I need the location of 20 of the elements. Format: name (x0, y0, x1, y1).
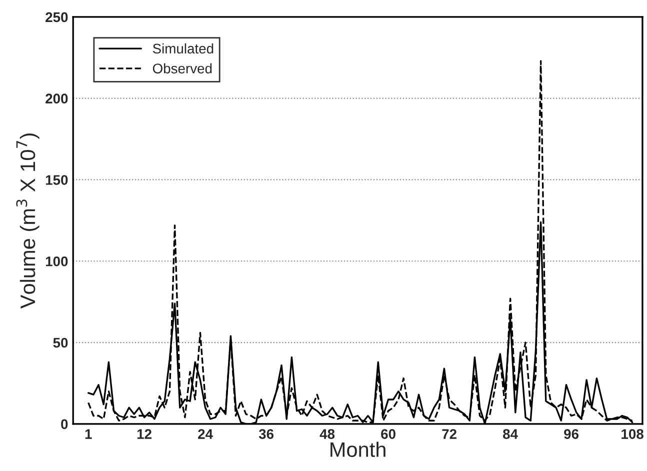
y-tick-label: 100 (46, 256, 68, 266)
y-tick-label: 50 (53, 338, 68, 348)
x-tick-label: 1 (85, 429, 92, 439)
x-tick-label: 12 (137, 429, 152, 439)
x-tick-label: 48 (320, 429, 335, 439)
x-tick-label: 108 (622, 429, 644, 439)
x-tick-label: 24 (198, 429, 213, 439)
legend-label: Simulated (152, 43, 214, 54)
x-tick-label: 60 (381, 429, 396, 439)
x-tick-label: 36 (258, 429, 274, 439)
y-axis-title: Volume (m$^{3}$ X 10$^{7}$) (16, 134, 40, 309)
legend-label: Observed (152, 63, 212, 74)
y-tick-label: 250 (46, 12, 68, 22)
x-axis-title: Month (330, 442, 386, 458)
x-tick-label: 72 (442, 429, 456, 439)
y-tick-label: 150 (46, 175, 68, 185)
y-tick-label: 0 (61, 419, 68, 430)
x-tick-label: 96 (564, 429, 579, 439)
x-tick-label: 84 (503, 429, 518, 439)
y-tick-label: 200 (46, 94, 68, 104)
